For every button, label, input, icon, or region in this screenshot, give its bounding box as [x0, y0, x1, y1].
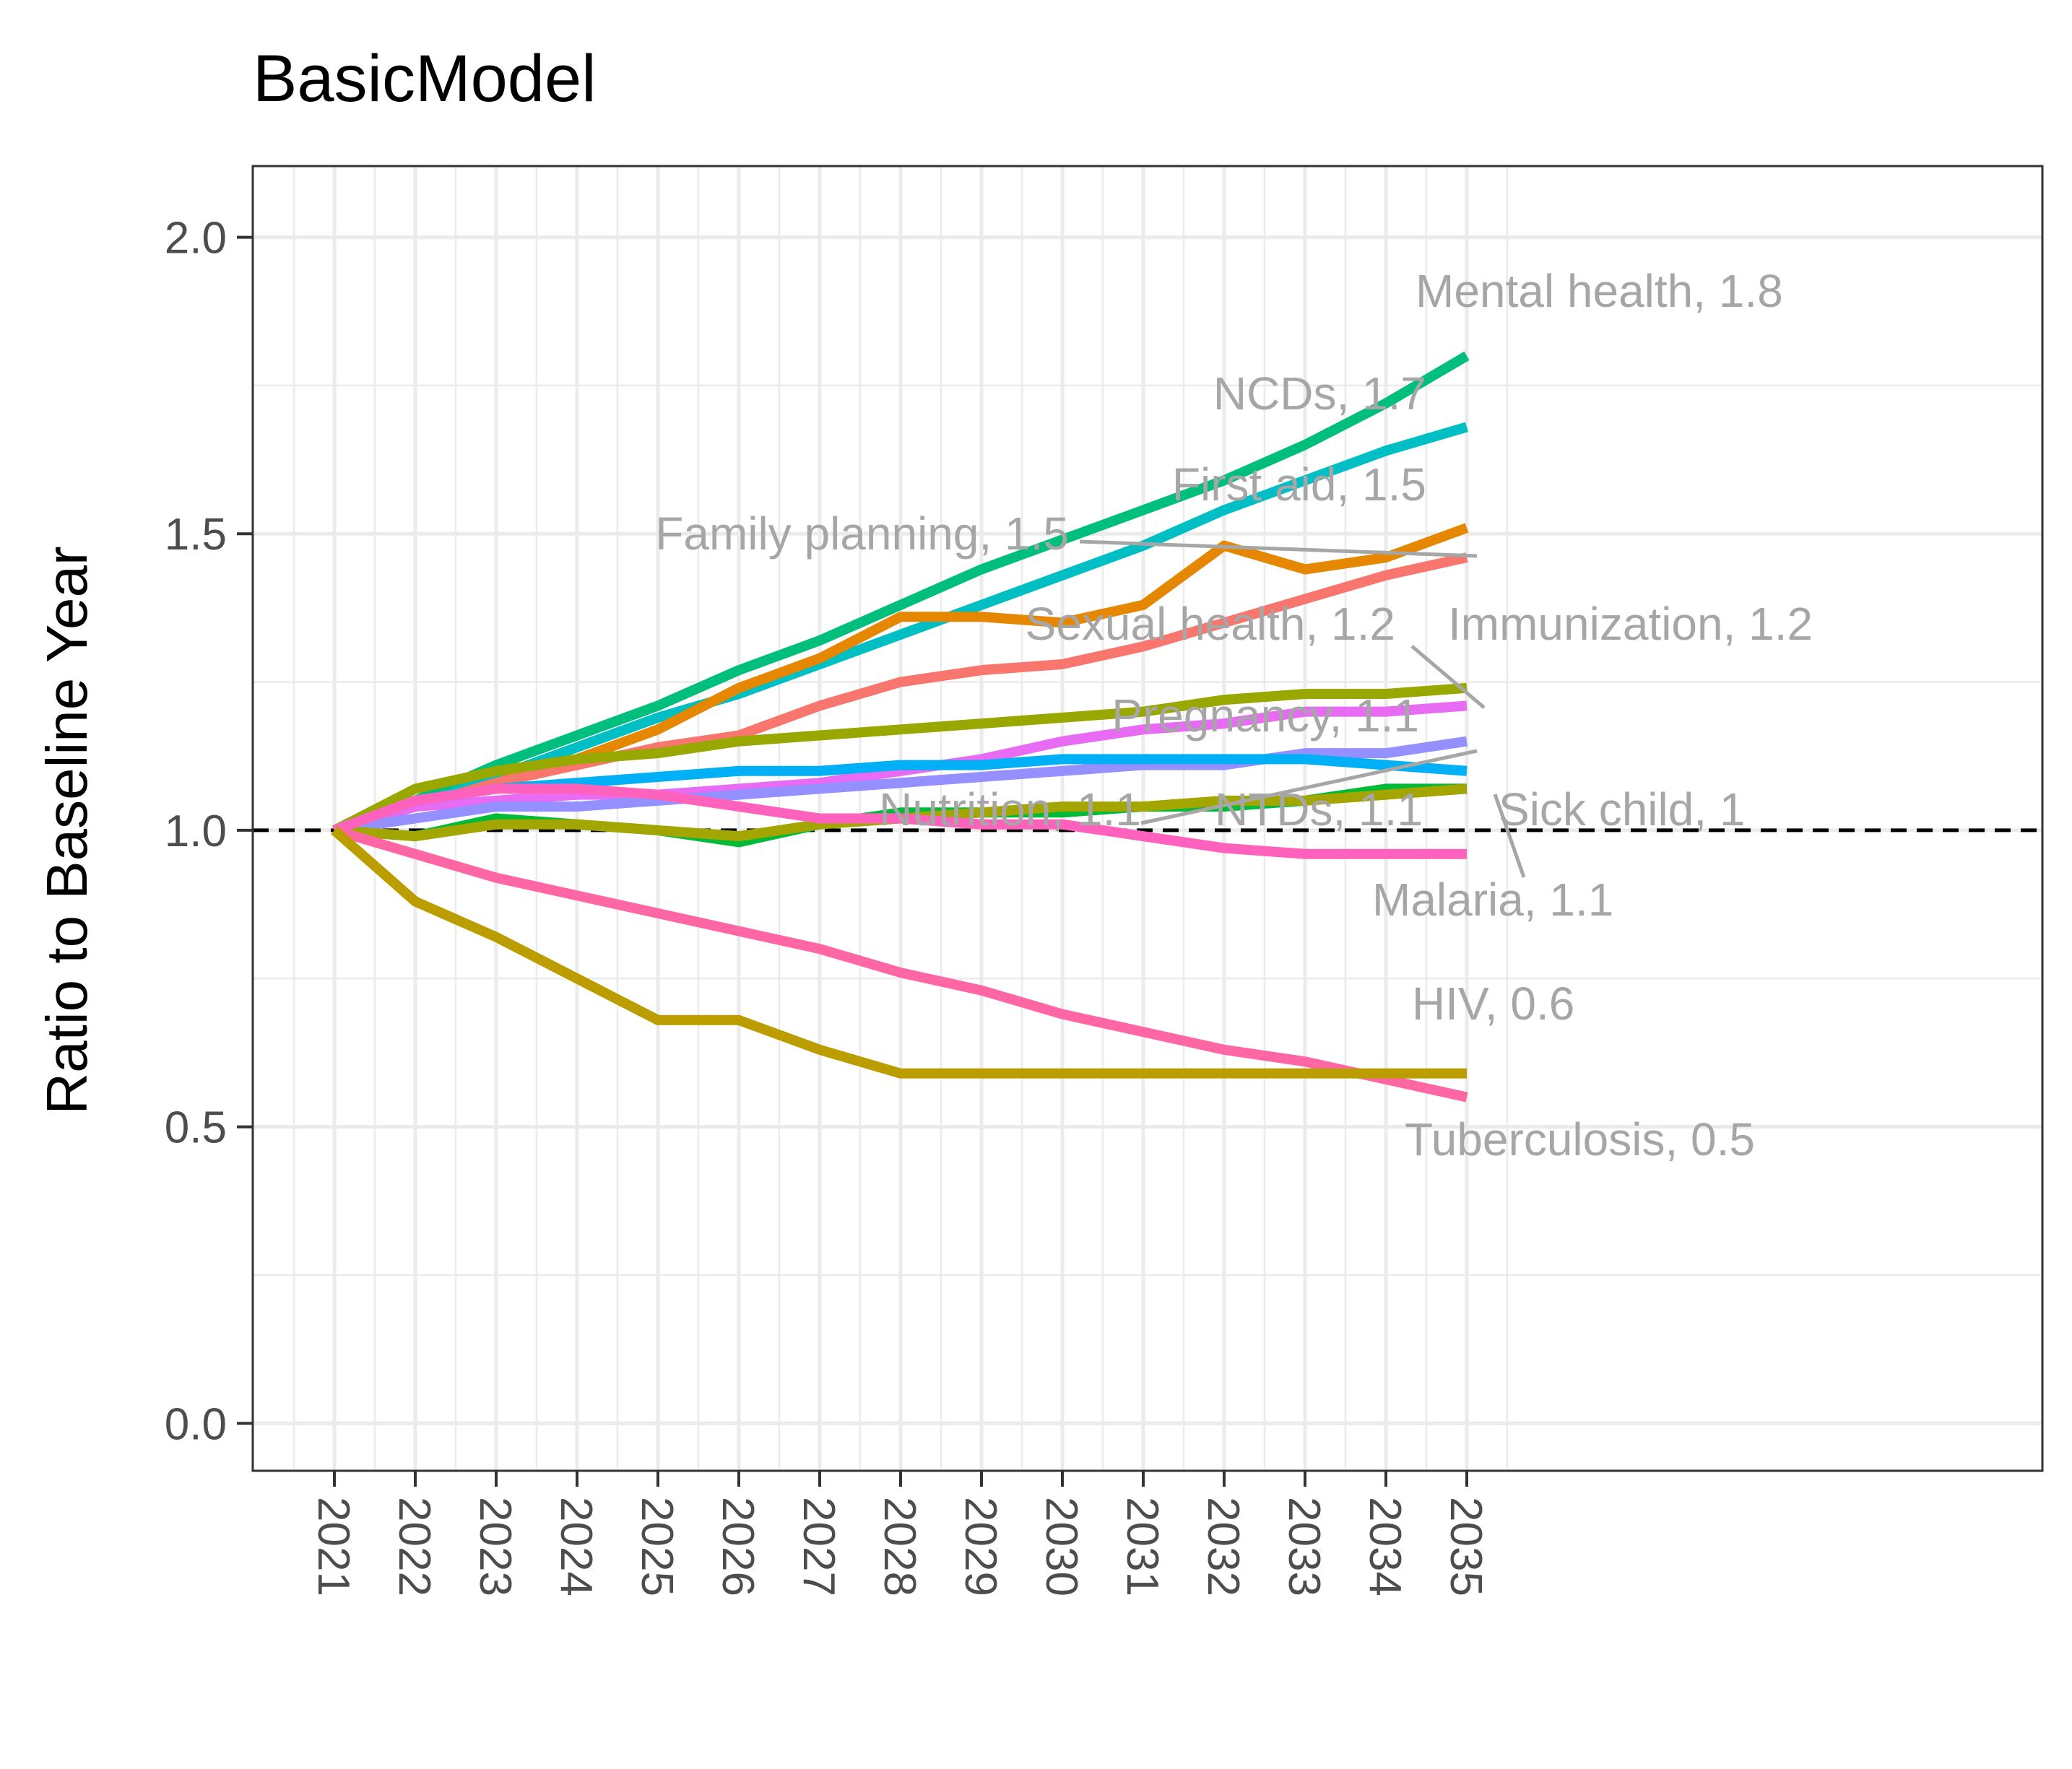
series-line-immunization: [331, 682, 1468, 835]
end-label: Pregnancy, 1.1: [1111, 690, 1419, 742]
grid-lines: [253, 166, 2042, 1471]
plot-frame: [251, 165, 2044, 1472]
end-label: HIV, 0.6: [1412, 978, 1574, 1030]
x-tick-label: 2030: [1036, 1497, 1086, 1596]
x-tick-label: 2028: [875, 1497, 924, 1596]
series-line-mental-health: [332, 351, 1470, 835]
series-layer: [331, 351, 1470, 1103]
end-label: Mental health, 1.8: [1416, 265, 1783, 317]
x-tick-label: 2025: [632, 1497, 682, 1596]
x-tick-label: 2026: [713, 1497, 763, 1596]
end-label: First aid, 1.5: [1172, 458, 1426, 510]
x-tick-label: 2021: [308, 1497, 358, 1596]
label-leader-line: [1410, 645, 1486, 709]
y-tick-label: 0.5: [165, 1103, 227, 1153]
end-labels: Mental health, 1.8 NCDs, 1.7 First aid, 1.…: [655, 265, 1813, 1165]
y-tick-label: 0.0: [165, 1399, 227, 1449]
x-tick-label: 2024: [551, 1497, 601, 1596]
x-tick-label: 2022: [389, 1497, 439, 1596]
y-axis-label: Ratio to Baseline Year: [35, 546, 99, 1114]
y-tick-label: 1.0: [165, 807, 227, 856]
label-leader-line: [1140, 749, 1478, 825]
label-leader-line: [1493, 794, 1526, 878]
x-tick-label: 2033: [1279, 1497, 1329, 1596]
end-label: Malaria, 1.1: [1372, 874, 1613, 926]
end-label: Nutrition, 1.1: [879, 783, 1141, 835]
series-line-tuberculosis: [333, 825, 1468, 1103]
end-label: Sick child, 1: [1499, 783, 1745, 835]
series-line-sexual-health: [333, 700, 1468, 835]
end-label: NTDs, 1.1: [1215, 783, 1423, 835]
x-tick-label: 2027: [794, 1497, 844, 1596]
y-axis: 0.0 0.5 1.0 1.5 2.0: [165, 214, 253, 1449]
end-label: NCDs, 1.7: [1213, 368, 1426, 420]
x-tick-label: 2034: [1360, 1497, 1410, 1596]
x-tick-label: 2031: [1117, 1497, 1167, 1596]
x-axis: 2021 2022 2023 2024 2025 2026 2027 2028 2029 2030…: [308, 1471, 1491, 1596]
end-label: Tuberculosis, 0.5: [1405, 1113, 1755, 1165]
x-tick-label: 2032: [1198, 1497, 1248, 1596]
label-leader-line: [1079, 539, 1478, 558]
x-tick-label: 2029: [955, 1497, 1005, 1596]
end-label: Family planning, 1.5: [655, 508, 1069, 560]
series-line-hiv: [331, 826, 1467, 1079]
chart-title: BasicModel: [253, 42, 597, 116]
x-tick-label: 2023: [470, 1497, 520, 1596]
series-line-family-planning: [333, 552, 1468, 835]
y-tick-label: 2.0: [165, 214, 227, 264]
y-tick-label: 1.5: [165, 510, 227, 560]
series-line-malaria: [332, 783, 1467, 859]
end-label: Sexual health, 1.2: [1026, 598, 1395, 650]
x-tick-label: 2035: [1441, 1497, 1491, 1596]
end-label: Immunization, 1.2: [1448, 598, 1813, 650]
label-leaders: [1079, 539, 1526, 878]
